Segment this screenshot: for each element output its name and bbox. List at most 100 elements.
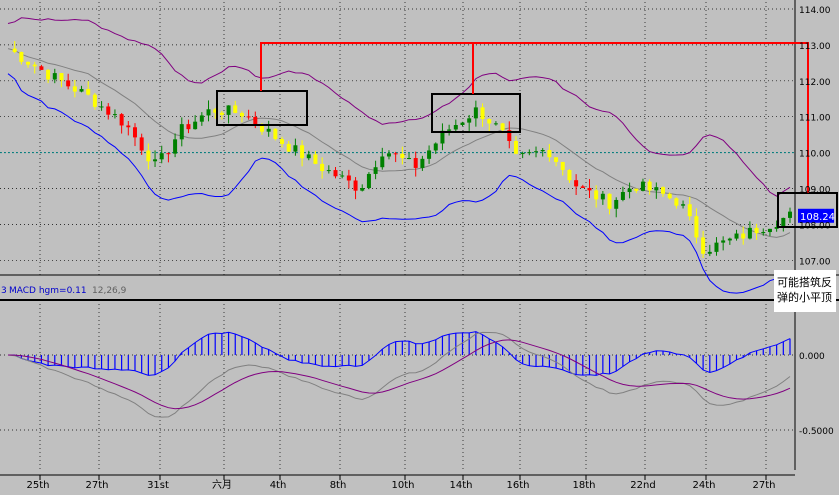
macd-tick-label: 0.000 — [799, 352, 825, 362]
candle-body — [253, 116, 258, 125]
candle-body — [219, 112, 224, 115]
candle-body — [139, 137, 144, 151]
candle-body — [500, 123, 505, 131]
candle-body — [707, 251, 712, 254]
x-tick-label: 22nd — [630, 480, 655, 491]
candle-body — [507, 130, 512, 142]
candle-body — [39, 66, 44, 70]
top-box-2 — [431, 93, 521, 133]
candle-body — [487, 119, 492, 124]
candle-body — [741, 233, 746, 239]
candle-body — [59, 73, 64, 81]
price-tick-label: 111.00 — [799, 114, 831, 124]
candle-body — [99, 106, 104, 108]
candle-body — [654, 187, 659, 191]
annotation-box — [774, 270, 836, 312]
candle-body — [527, 152, 532, 154]
candle-body — [567, 169, 572, 181]
candle-body — [440, 130, 445, 144]
macd-title: MACD hgm=0.11 — [9, 286, 87, 296]
candle-body — [727, 238, 732, 241]
callout-connector — [260, 42, 809, 193]
moving-average-line — [7, 48, 791, 238]
price-tick-label: 110.00 — [799, 150, 831, 160]
x-tick-label: 25th — [27, 480, 50, 491]
candle-body — [701, 237, 706, 254]
candle-body — [433, 143, 438, 151]
candle-body — [293, 145, 298, 152]
candle-body — [467, 118, 472, 123]
candle-body — [447, 129, 452, 131]
price-tick-label: 108.00 — [799, 221, 831, 231]
candle-body — [273, 128, 278, 140]
macd-params: 12,26,9 — [92, 286, 127, 296]
candle-body — [173, 139, 178, 154]
candle-body — [594, 190, 599, 200]
x-tick-label: 16th — [507, 480, 530, 491]
x-tick-label: 18th — [573, 480, 596, 491]
candle-body — [19, 52, 24, 62]
candle-body — [32, 64, 37, 67]
axes: 114.00 113.00 112.00 111.00 110.00 109.00 108.… — [0, 6, 834, 491]
candle-body — [407, 158, 412, 160]
candle-body — [788, 211, 792, 218]
candle-body — [427, 150, 432, 159]
macd-panel — [7, 331, 791, 418]
price-tick-label: 113.00 — [799, 42, 831, 52]
price-panel: 108.24 — [7, 17, 838, 376]
candle-body — [714, 242, 719, 252]
candle-body — [614, 199, 619, 209]
candle-body — [420, 158, 425, 168]
candle-body — [413, 158, 418, 168]
candle-body — [153, 159, 158, 162]
macd-line — [7, 331, 791, 418]
candle-body — [166, 153, 171, 155]
last-price-label: 108.24 — [800, 212, 835, 223]
candle-body — [640, 181, 645, 191]
candle-body — [620, 192, 625, 200]
candle-body — [233, 105, 238, 113]
candle-body — [52, 73, 57, 80]
price-tick-label: 112.00 — [799, 78, 831, 88]
price-tick-label: 114.00 — [799, 6, 831, 16]
candle-body — [286, 143, 291, 152]
candle-body — [627, 188, 632, 193]
candle-body — [540, 150, 545, 152]
x-tick-label: 24th — [693, 480, 716, 491]
candle-body — [132, 127, 137, 138]
price-tick-label: 109.00 — [799, 186, 831, 196]
candle-body — [313, 154, 318, 164]
signal-line — [7, 339, 791, 410]
candle-body — [774, 227, 779, 229]
candle-body — [587, 187, 592, 191]
candle-body — [259, 124, 264, 132]
annotation-line-1: 可能搭筑反 — [777, 275, 832, 289]
candle-body — [366, 173, 371, 189]
candle-body — [480, 107, 485, 120]
candle-body — [393, 153, 398, 155]
candle-body — [373, 167, 378, 174]
candle-body — [734, 233, 739, 239]
candle-body — [193, 121, 198, 130]
candle-body — [634, 188, 639, 191]
candle-body — [580, 186, 585, 188]
candle-body — [534, 151, 539, 153]
price-tick-label: 107.00 — [799, 257, 831, 267]
candle-body — [199, 115, 204, 122]
candle-body — [607, 193, 612, 209]
candle-body — [126, 125, 131, 128]
candle-body — [26, 61, 31, 65]
candle-body — [92, 94, 97, 107]
macd-tick-label: -0.5000 — [799, 427, 834, 437]
candle-body — [460, 122, 465, 126]
candle-body — [66, 80, 71, 87]
candle-body — [112, 114, 117, 116]
x-tick-label: 8th — [330, 480, 347, 491]
candle-body — [767, 228, 772, 233]
candle-body — [554, 157, 559, 162]
candle-body — [246, 116, 251, 118]
candle-body — [186, 124, 191, 130]
x-tick-label: 10th — [392, 480, 415, 491]
candle-body — [300, 145, 305, 159]
